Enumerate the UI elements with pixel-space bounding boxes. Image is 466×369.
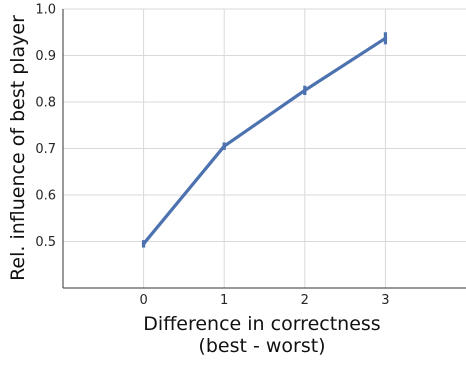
- y-axis-title: Rel. influence of best player: [7, 15, 29, 281]
- x-tick-label: 2: [301, 293, 309, 308]
- x-axis-title: Difference in correctness: [143, 313, 380, 335]
- grid: [63, 8, 466, 288]
- axes: [62, 9, 466, 289]
- y-tick-label: 0.5: [35, 235, 56, 250]
- y-tick-label: 0.8: [35, 96, 56, 111]
- data-point: [383, 36, 388, 41]
- x-axis-subtitle: (best - worst): [198, 335, 325, 357]
- data-point: [303, 88, 307, 93]
- tick-labels: 0 1 2 3 0.5 0.6 0.7 0.8 0.9 1.0: [35, 3, 389, 309]
- series-line: [142, 36, 387, 246]
- x-tick-label: 1: [220, 293, 228, 308]
- y-tick-label: 1.0: [35, 3, 56, 18]
- y-tick-label: 0.9: [35, 49, 56, 64]
- series-layer: [141, 32, 388, 248]
- y-tick-label: 0.7: [35, 142, 56, 157]
- y-tick-label: 0.6: [35, 189, 56, 204]
- data-point: [141, 242, 146, 246]
- data-point: [222, 144, 226, 148]
- x-tick-label: 0: [139, 293, 147, 308]
- x-tick-label: 3: [381, 293, 389, 308]
